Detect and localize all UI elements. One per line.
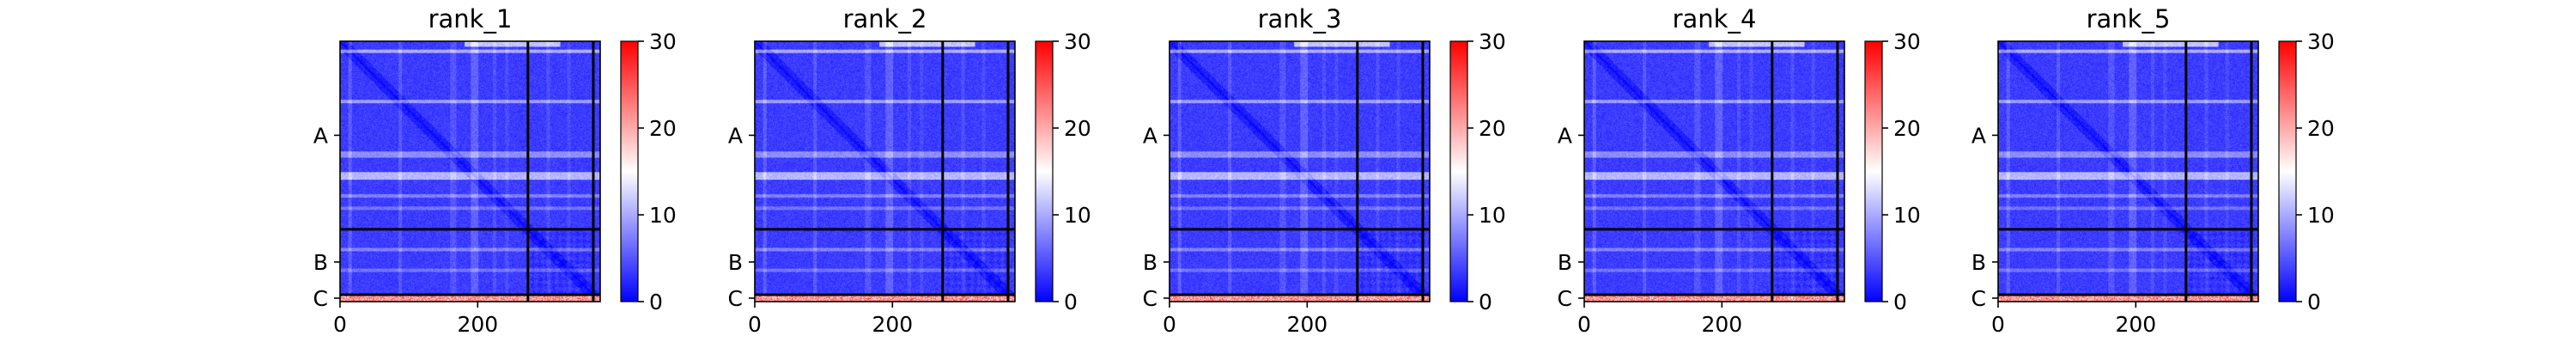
- y-chain-label: A: [1971, 123, 1986, 148]
- colorbar-tick-label: 10: [2307, 203, 2335, 228]
- heatmap-frame: [1169, 40, 1431, 302]
- colorbar-tick-label: 0: [1893, 290, 1907, 314]
- y-chain-label: C: [1558, 286, 1572, 311]
- colorbar-tick-label: 30: [1064, 29, 1091, 54]
- x-tick-label: 200: [2115, 312, 2156, 337]
- colorbar-tick-label: 20: [1893, 116, 1921, 141]
- heatmap-image: [1584, 41, 1844, 302]
- x-tick-label: 0: [1577, 312, 1591, 337]
- colorbar-tick-label: 0: [1479, 290, 1492, 314]
- heatmap-image: [340, 41, 600, 302]
- y-chain-label: C: [1143, 286, 1157, 311]
- x-tick-label: 0: [748, 312, 762, 337]
- heatmap-image: [755, 41, 1015, 302]
- y-chain-label: B: [728, 250, 743, 275]
- heatmap-frame: [339, 40, 601, 302]
- panel-title: rank_4: [1673, 4, 1757, 34]
- heatmap-frame: [1997, 40, 2259, 302]
- colorbar: [1864, 40, 1883, 302]
- heatmap-image: [1998, 41, 2258, 302]
- colorbar-tick-label: 0: [1064, 290, 1078, 314]
- x-tick-label: 0: [1991, 312, 2005, 337]
- colorbar-tick-label: 20: [649, 116, 677, 141]
- colorbar: [1035, 40, 1054, 302]
- colorbar-tick-label: 30: [1479, 29, 1506, 54]
- heatmap-image: [1170, 41, 1430, 302]
- colorbar-tick-label: 20: [1479, 116, 1506, 141]
- x-tick-label: 200: [457, 312, 498, 337]
- y-chain-label: C: [1971, 286, 1986, 311]
- panel-title: rank_2: [843, 4, 927, 34]
- colorbar-tick-label: 30: [1893, 29, 1921, 54]
- y-chain-label: B: [1558, 250, 1572, 275]
- y-chain-label: C: [313, 286, 328, 311]
- colorbar-tick-label: 10: [1893, 203, 1921, 228]
- colorbar-tick-label: 20: [1064, 116, 1091, 141]
- heatmap-frame: [1583, 40, 1845, 302]
- panel-title: rank_1: [428, 4, 513, 34]
- colorbar-tick-label: 0: [2307, 290, 2321, 314]
- y-chain-label: B: [313, 250, 328, 275]
- panel-title: rank_5: [2087, 4, 2171, 34]
- colorbar-tick-label: 30: [2307, 29, 2335, 54]
- colorbar-tick-label: 10: [1064, 203, 1091, 228]
- x-tick-label: 200: [1286, 312, 1327, 337]
- y-chain-label: C: [728, 286, 743, 311]
- heatmap-frame: [754, 40, 1016, 302]
- x-tick-label: 0: [1163, 312, 1176, 337]
- y-chain-label: A: [728, 123, 743, 148]
- y-chain-label: A: [1558, 123, 1572, 148]
- colorbar: [620, 40, 639, 302]
- y-chain-label: A: [313, 123, 328, 148]
- colorbar: [1449, 40, 1468, 302]
- x-tick-label: 200: [1701, 312, 1742, 337]
- x-tick-label: 200: [872, 312, 913, 337]
- y-chain-label: A: [1143, 123, 1157, 148]
- colorbar-tick-label: 10: [649, 203, 677, 228]
- y-chain-label: B: [1971, 250, 1986, 275]
- y-chain-label: B: [1143, 250, 1157, 275]
- colorbar: [2278, 40, 2297, 302]
- panel-title: rank_3: [1258, 4, 1342, 34]
- colorbar-tick-label: 0: [649, 290, 663, 314]
- colorbar-tick-label: 20: [2307, 116, 2335, 141]
- colorbar-tick-label: 10: [1479, 203, 1506, 228]
- x-tick-label: 0: [333, 312, 347, 337]
- colorbar-tick-label: 30: [649, 29, 677, 54]
